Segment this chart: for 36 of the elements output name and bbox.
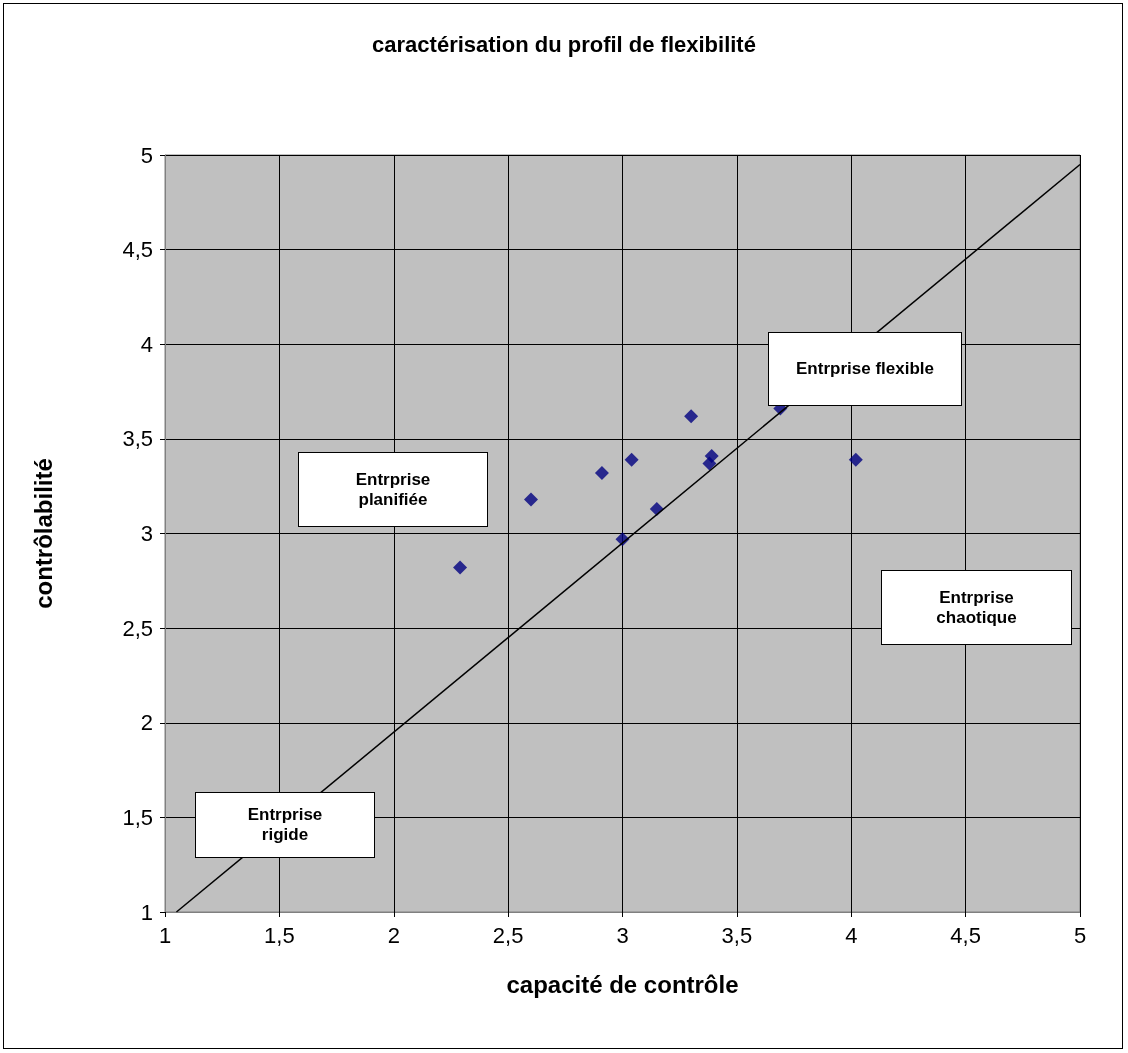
x-tick-label: 5: [1073, 922, 1087, 948]
point: [624, 452, 639, 467]
y-tick-label: 2: [140, 710, 153, 736]
x-tick-label: 1: [158, 922, 172, 948]
y-tick-label: 4: [140, 331, 153, 357]
text-box: Entrprise planifiée: [298, 452, 488, 527]
x-axis-title: capacité de contrôle: [506, 970, 739, 998]
text-box: Entrprise flexible: [768, 332, 962, 406]
y-tick-label: 5: [140, 142, 153, 168]
y-tick-label: 3: [140, 521, 153, 546]
y-tick-label: 1,5: [122, 804, 153, 830]
x-tick-label: 3,5: [721, 922, 753, 948]
x-tick-label: 3: [616, 922, 629, 948]
y-axis-title: contrôlabilité: [29, 458, 57, 609]
x-tick-label: 2,5: [492, 922, 524, 948]
text-box: Entrprise rigide: [195, 792, 375, 858]
x-tick-label: 4,5: [950, 922, 981, 948]
annotation: Entrprise planifiée: [354, 469, 432, 510]
annotation: Entrprise flexible: [796, 359, 934, 379]
y-tick-label: 3,5: [122, 426, 153, 452]
x-tick-label: 2: [387, 922, 400, 948]
point: [684, 409, 699, 424]
point: [594, 465, 609, 480]
x-tick-label: 4: [845, 922, 858, 948]
y-tick-label: 1: [140, 899, 153, 925]
y-tick-label: 2,5: [122, 615, 153, 641]
point: [848, 452, 863, 467]
chart-title: caractérisation du profil de flexibilité: [372, 31, 756, 57]
annotation: Entrprise chaotique: [935, 587, 1018, 628]
y-tick-label: 4,5: [122, 237, 153, 263]
point: [524, 492, 538, 507]
point: [453, 560, 468, 575]
text-box: Entrprise chaotique: [881, 570, 1072, 645]
x-tick-label: 1,5: [264, 922, 295, 948]
annotation: Entrprise rigide: [246, 805, 324, 845]
point: [702, 456, 717, 471]
